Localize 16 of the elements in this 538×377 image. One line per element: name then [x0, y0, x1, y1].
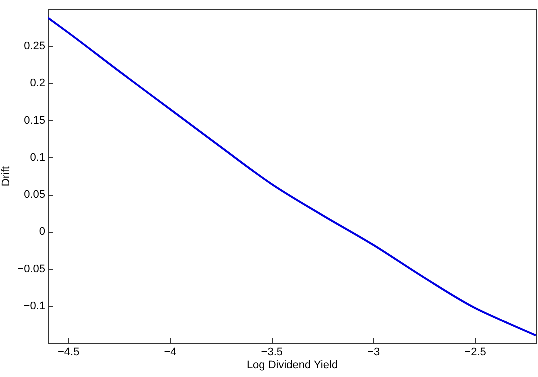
y-tick-label: −0.05 — [18, 263, 46, 276]
y-tick-label: −0.1 — [24, 300, 46, 312]
line-series — [48, 16, 536, 337]
x-tick-label: −4 — [164, 346, 177, 358]
y-tick-label: 0.1 — [30, 152, 46, 164]
x-tick-label: −2.5 — [464, 346, 486, 358]
y-tick-label: 0.05 — [24, 189, 46, 202]
y-axis-title: Drift — [0, 166, 13, 187]
y-tick-label: 0.2 — [30, 78, 46, 90]
x-axis-title: Log Dividend Yield — [246, 360, 338, 372]
x-tick-label: −3.5 — [261, 346, 284, 358]
y-tick-label: 0 — [39, 226, 46, 238]
x-tick-label: −3 — [368, 346, 380, 358]
y-tick-label: 0.25 — [24, 40, 46, 53]
y-tick-label: 0.15 — [24, 114, 46, 127]
x-tick-label: −4.5 — [58, 346, 80, 358]
